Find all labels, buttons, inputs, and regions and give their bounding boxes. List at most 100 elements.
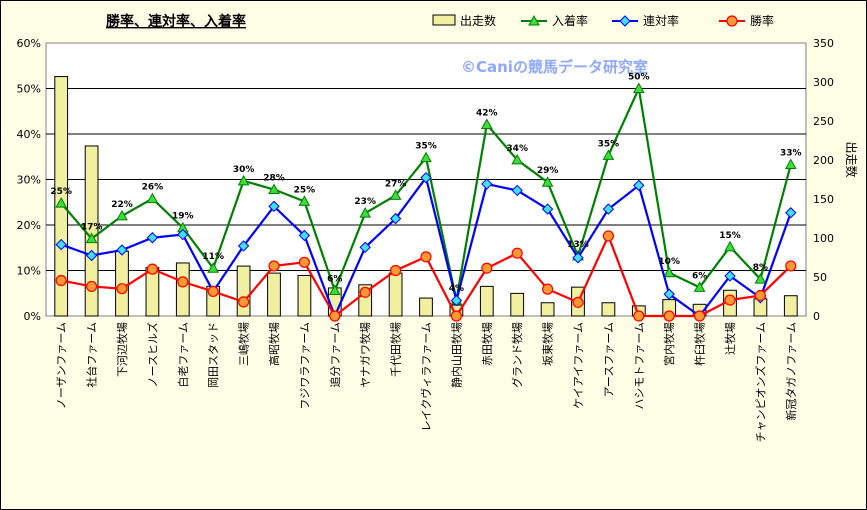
- data-point: [663, 288, 675, 300]
- data-point: [602, 203, 615, 215]
- data-point: [450, 294, 463, 307]
- data-point: [298, 229, 311, 242]
- data-point: [359, 241, 371, 254]
- data-label: 26%: [142, 183, 164, 193]
- data-label: 33%: [780, 148, 802, 158]
- data-point: [177, 228, 189, 241]
- data-point: [481, 262, 493, 274]
- data-point: [724, 270, 736, 282]
- bar: [175, 262, 190, 317]
- bar: [510, 292, 525, 317]
- category-label: グランド牧場: [510, 322, 524, 388]
- data-point: [754, 273, 767, 284]
- data-point: [450, 310, 462, 322]
- category-label: 千代田牧場: [389, 322, 403, 377]
- data-point: [511, 184, 523, 197]
- data-label: 30%: [233, 165, 255, 175]
- category-label: 高昭牧場: [267, 322, 281, 366]
- data-point: [85, 280, 98, 293]
- category-label: 追分ファーム: [328, 322, 342, 388]
- data-point: [177, 276, 189, 288]
- data-point: [602, 230, 615, 242]
- category-label: 新冠タガノファーム: [784, 322, 798, 421]
- data-point: [541, 283, 554, 295]
- data-point: [390, 264, 402, 277]
- data-label: 15%: [719, 231, 741, 241]
- category-label: ケイアイファーム: [572, 322, 585, 409]
- bar: [267, 272, 281, 317]
- y-tick-label-right: 200: [813, 154, 834, 167]
- legend-swatch: [432, 14, 456, 26]
- data-point: [632, 82, 645, 93]
- data-label: 10%: [658, 257, 680, 267]
- data-point: [328, 284, 341, 296]
- category-label: ノースヒルズ: [145, 322, 159, 387]
- watermark: ©Caniの競馬データ研究室: [461, 58, 648, 76]
- category-label: ハシモトファーム: [633, 322, 646, 410]
- data-point: [298, 256, 310, 268]
- data-point: [663, 266, 676, 278]
- category-label: チャンピオンズファーム: [753, 322, 767, 442]
- bar: [783, 295, 798, 317]
- bar: [297, 274, 312, 317]
- category-label: 静内山田牧場: [449, 322, 463, 388]
- data-label: 27%: [385, 179, 407, 189]
- data-point: [420, 151, 432, 163]
- data-point: [602, 149, 615, 160]
- category-label: ノーザンファーム: [55, 322, 68, 409]
- data-point: [389, 212, 402, 225]
- category-label: 宮内牧場: [662, 322, 676, 366]
- data-label: 22%: [111, 200, 133, 210]
- data-point: [298, 195, 311, 206]
- data-point: [785, 260, 797, 272]
- data-point: [480, 118, 493, 129]
- category-label: 下河辺牧場: [115, 322, 129, 377]
- data-point: [268, 260, 280, 272]
- data-label: 8%: [753, 263, 768, 273]
- legend-marker: [528, 14, 540, 26]
- y-tick-label-left: 30%: [17, 174, 41, 187]
- data-point: [663, 310, 675, 322]
- data-point: [693, 310, 706, 322]
- y-tick-label-left: 20%: [17, 219, 41, 232]
- y-tick-label-left: 40%: [17, 128, 41, 141]
- data-point: [146, 263, 158, 275]
- data-point: [389, 189, 402, 200]
- legend-marker: [619, 15, 631, 27]
- category-label: 岡田スタッド: [207, 322, 220, 388]
- legend-label: 出走数: [460, 13, 496, 28]
- category-label: 白老ファーム: [176, 322, 190, 388]
- data-point: [572, 252, 584, 264]
- category-label: 坂東牧場: [541, 322, 555, 366]
- category-label: 三嶋牧場: [237, 322, 251, 366]
- data-point: [724, 294, 736, 306]
- data-point: [207, 285, 219, 298]
- data-point: [237, 240, 250, 252]
- bar: [419, 297, 433, 317]
- data-label: 50%: [628, 73, 650, 83]
- data-label: 13%: [567, 240, 589, 250]
- data-label: 29%: [537, 166, 559, 176]
- y-tick-label-left: 0%: [24, 310, 41, 323]
- data-label: 6%: [692, 271, 707, 281]
- bar: [54, 76, 69, 317]
- y-tick-label-right: 150: [813, 193, 834, 206]
- data-label: 28%: [263, 174, 285, 184]
- data-label: 17%: [81, 223, 103, 233]
- data-point: [785, 207, 797, 219]
- data-point: [359, 286, 371, 298]
- data-point: [541, 176, 554, 187]
- data-point: [85, 232, 98, 244]
- data-point: [268, 183, 280, 195]
- data-label: 23%: [354, 197, 376, 207]
- bar: [236, 265, 251, 317]
- y2-axis-title: 出走数: [844, 141, 859, 177]
- data-point: [572, 296, 584, 308]
- chart-title: 勝率、連対率、入着率: [106, 13, 246, 30]
- category-label: 社台ファーム: [85, 322, 99, 388]
- data-point: [55, 274, 67, 287]
- data-point: [146, 232, 159, 244]
- y-tick-label-left: 60%: [17, 37, 41, 50]
